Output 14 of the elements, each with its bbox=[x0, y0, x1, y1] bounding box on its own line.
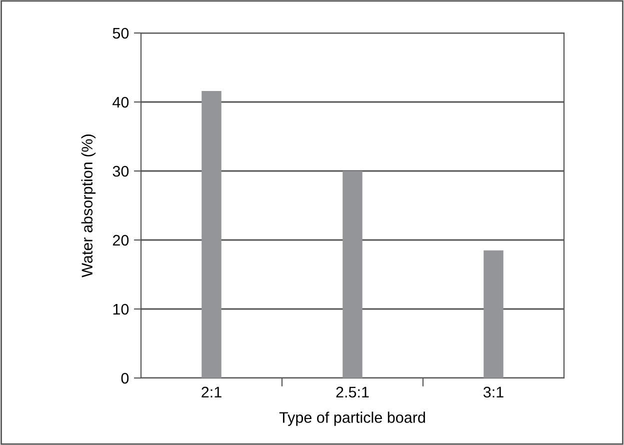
y-tick-label: 0 bbox=[121, 372, 129, 384]
x-tick-label: 2.5:1 bbox=[336, 386, 369, 398]
bar bbox=[202, 90, 222, 378]
y-tick-label: 50 bbox=[112, 28, 129, 39]
bar bbox=[484, 250, 504, 378]
x-tick-label: 2:1 bbox=[202, 386, 222, 398]
y-axis-title: Water absorption (%) bbox=[81, 134, 96, 278]
y-tick-label: 20 bbox=[112, 234, 129, 246]
bar bbox=[342, 171, 362, 378]
y-tick-label: 30 bbox=[112, 166, 129, 177]
y-tick-label: 10 bbox=[113, 304, 129, 315]
y-tick-label: 40 bbox=[112, 96, 129, 108]
x-axis-title: Type of particle board bbox=[279, 412, 425, 426]
x-tick-label: 3:1 bbox=[483, 386, 504, 398]
